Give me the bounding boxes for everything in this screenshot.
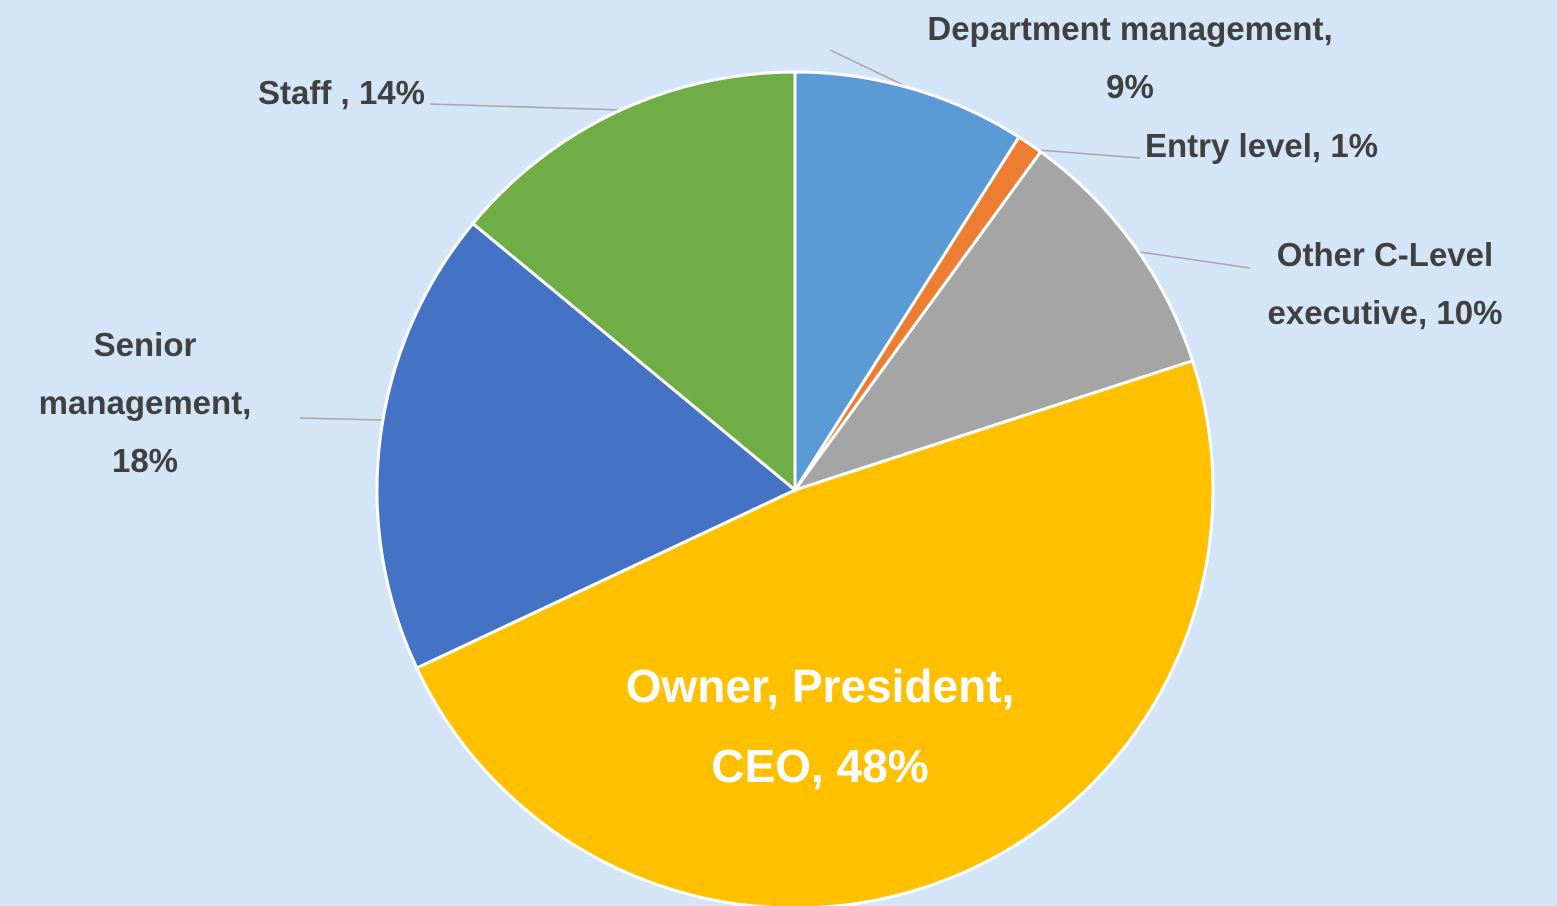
slice-name: Entry level, (1145, 127, 1322, 164)
slice-value: 9% (1106, 68, 1154, 105)
pie-slice (414, 358, 1215, 906)
pie-slice (470, 70, 797, 494)
slice-value: 14% (358, 74, 425, 111)
data-label: Senior management, 18% (10, 316, 280, 490)
data-label: Owner, President, CEO, 48% (540, 646, 1100, 806)
slice-name: Other C-Level executive, (1267, 236, 1494, 331)
pie-slice (375, 221, 798, 670)
leader-line (1037, 149, 1141, 159)
slice-name: Staff , (258, 74, 350, 111)
leader-line (429, 103, 623, 111)
data-label: Entry level, 1% (1145, 117, 1545, 175)
data-label: Staff , 14% (25, 64, 425, 122)
pie-slice (791, 149, 1195, 493)
slice-name: Owner, President, CEO, (625, 660, 1015, 792)
data-label: Other C-Level executive, 10% (1230, 226, 1540, 342)
slice-value: 48% (836, 740, 929, 792)
pie-slice (793, 70, 1022, 496)
data-label: Department management, 9% (830, 0, 1430, 116)
leader-line (299, 417, 383, 421)
slice-value: 1% (1330, 127, 1379, 164)
slice-name: Senior management, (38, 326, 252, 421)
slice-value: 10% (1436, 294, 1503, 331)
slice-name: Department management, (927, 10, 1333, 47)
slice-value: 18% (111, 442, 179, 479)
leader-line (1139, 251, 1251, 269)
